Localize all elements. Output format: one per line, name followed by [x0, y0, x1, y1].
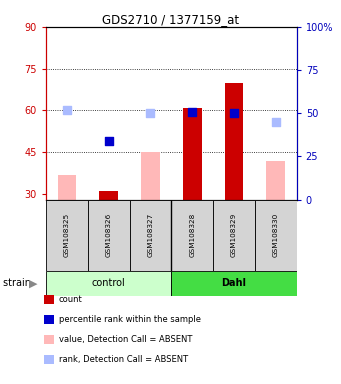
- Text: rank, Detection Call = ABSENT: rank, Detection Call = ABSENT: [59, 355, 188, 364]
- Text: GSM108326: GSM108326: [106, 213, 112, 257]
- Point: [64, 108, 70, 114]
- Bar: [46, 271, 171, 296]
- Bar: [99, 191, 118, 200]
- Text: GSM108330: GSM108330: [273, 213, 279, 257]
- Bar: [225, 83, 243, 200]
- Point: [148, 110, 153, 116]
- Text: value, Detection Call = ABSENT: value, Detection Call = ABSENT: [59, 335, 192, 344]
- Bar: [88, 200, 130, 271]
- Text: GSM108328: GSM108328: [189, 213, 195, 257]
- Text: GSM108325: GSM108325: [64, 213, 70, 257]
- Text: ▶: ▶: [29, 278, 38, 288]
- Bar: [183, 108, 202, 200]
- Text: GSM108329: GSM108329: [231, 213, 237, 257]
- Point: [106, 138, 112, 144]
- Bar: [213, 200, 255, 271]
- Text: count: count: [59, 295, 83, 304]
- Point: [273, 119, 279, 125]
- Bar: [172, 271, 297, 296]
- Bar: [172, 200, 213, 271]
- Text: percentile rank within the sample: percentile rank within the sample: [59, 315, 201, 324]
- Bar: [266, 161, 285, 200]
- Point: [190, 109, 195, 115]
- Bar: [58, 175, 76, 200]
- Bar: [46, 200, 88, 271]
- Bar: [141, 152, 160, 200]
- Text: control: control: [92, 278, 125, 288]
- Text: GSM108327: GSM108327: [147, 213, 153, 257]
- Text: strain: strain: [3, 278, 34, 288]
- Text: Dahl: Dahl: [222, 278, 247, 288]
- Point: [231, 110, 237, 116]
- Bar: [255, 200, 297, 271]
- Bar: [130, 200, 171, 271]
- Text: GDS2710 / 1377159_at: GDS2710 / 1377159_at: [102, 13, 239, 26]
